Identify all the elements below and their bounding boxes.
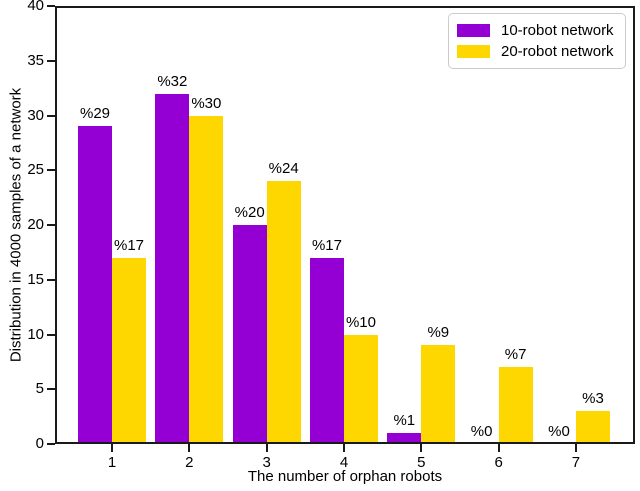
bar-value-label: %9 <box>427 324 450 342</box>
y-tick-mark <box>47 59 55 62</box>
x-tick-label: 2 <box>185 454 194 471</box>
y-tick-label: 35 <box>27 51 44 69</box>
plot-area: 0 5 10 15 20 25 30 35 40 1 2 3 4 5 6 7 %29 %32 %20 %17 %1 %0%… <box>27 0 635 471</box>
x-tick-mark <box>420 444 423 452</box>
bar-value-label: %29 <box>79 105 111 123</box>
bar-value-label: %20 <box>234 204 265 221</box>
x-tick-label: 1 <box>107 454 117 471</box>
y-tick-label: 10 <box>27 325 44 343</box>
x-tick-label: 5 <box>417 454 426 471</box>
bar-value-label: %17 <box>113 236 145 254</box>
bar-20-robot-x1 <box>112 257 146 444</box>
x-tick-label: 3 <box>262 454 271 471</box>
x-tick-label: 4 <box>339 454 349 471</box>
bar-value-label: %0 <box>548 423 570 440</box>
x-tick-mark <box>265 444 268 452</box>
x-axis-label: The number of orphan robots <box>247 468 443 485</box>
bar-20-robot-x2 <box>189 115 224 444</box>
y-tick-label: 0 <box>35 435 44 452</box>
bar-20-robot-x5 <box>421 345 456 444</box>
y-tick-label: 20 <box>27 216 44 233</box>
y-tick-mark <box>47 443 55 445</box>
y-tick-mark <box>47 278 55 281</box>
bar-10-robot-x4 <box>309 257 344 444</box>
legend-item-20-robot-network: 20-robot network <box>457 41 625 62</box>
legend-swatch-20-robot <box>457 45 490 58</box>
legend-label: 20-robot network <box>501 43 614 60</box>
bar-10-robot-x5 <box>387 433 422 444</box>
y-tick-mark <box>47 388 55 391</box>
y-tick-label: 15 <box>27 270 44 288</box>
x-tick-mark <box>188 444 191 452</box>
bar-value-label: %30 <box>191 94 222 112</box>
x-tick-mark <box>111 444 113 452</box>
x-tick-label: 6 <box>494 454 503 471</box>
bar-20-robot-x6 <box>498 367 533 444</box>
bar-value-label: %10 <box>345 313 376 331</box>
y-tick-label: 30 <box>27 106 44 124</box>
y-tick-mark <box>47 224 55 226</box>
bar-10-robot-x3 <box>232 225 267 444</box>
bar-20-robot-x4 <box>343 334 378 444</box>
legend-item-10-robot-network: 10-robot network <box>457 20 625 41</box>
y-tick-mark <box>47 114 55 117</box>
bar-value-label: %32 <box>157 72 188 90</box>
x-tick-mark <box>574 444 577 452</box>
y-tick-label: 25 <box>27 161 44 179</box>
legend-label: 10-robot network <box>501 22 614 39</box>
x-tick-mark <box>342 444 345 452</box>
y-tick-label: 40 <box>27 0 44 14</box>
bar-20-robot-x7 <box>575 411 610 444</box>
y-tick-mark <box>47 5 55 7</box>
bar-value-label: %3 <box>582 390 604 408</box>
bar-value-label: %17 <box>311 236 342 254</box>
bar-value-label: %1 <box>393 412 416 430</box>
x-tick-mark <box>497 444 500 452</box>
x-tick-label: 7 <box>571 454 581 471</box>
bar-10-robot-x2 <box>155 93 190 444</box>
y-tick-label: 5 <box>35 380 44 398</box>
legend-swatch-10-robot <box>457 24 490 37</box>
bar-value-label: %24 <box>268 160 299 178</box>
bar-value-label: %0 <box>470 423 493 440</box>
bar-10-robot-x1 <box>78 126 112 444</box>
y-tick-mark <box>47 333 55 336</box>
bar-value-label: %7 <box>504 346 527 364</box>
bar-20-robot-x3 <box>266 181 301 444</box>
legend: 10-robot network 20-robot network <box>448 13 626 69</box>
y-tick-mark <box>47 169 55 172</box>
